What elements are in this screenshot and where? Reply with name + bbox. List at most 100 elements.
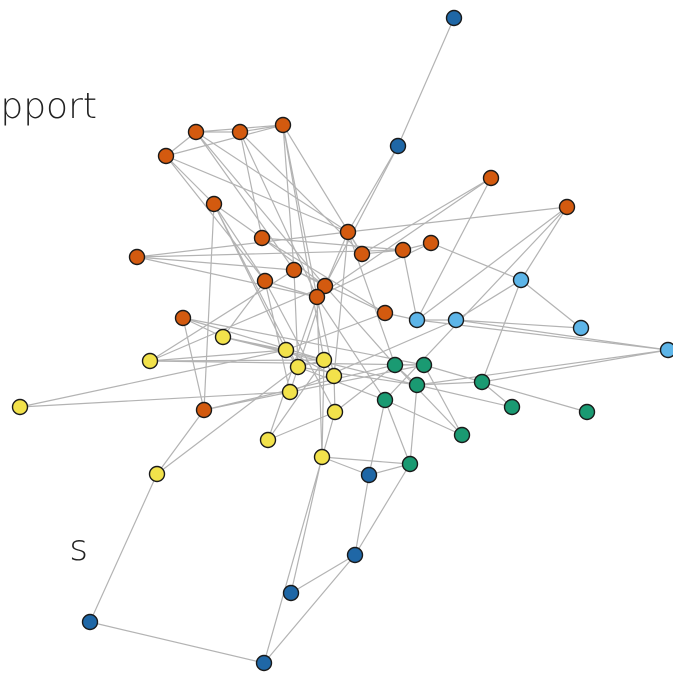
edge: [297, 366, 386, 401]
edge: [149, 360, 425, 366]
edge: [136, 256, 295, 271]
node: [376, 391, 394, 409]
node: [285, 261, 303, 279]
edge: [316, 296, 386, 401]
edge: [347, 206, 568, 233]
cropped-text: s: [69, 528, 88, 569]
node: [408, 376, 426, 394]
edge: [195, 131, 295, 271]
edge: [285, 312, 386, 351]
edge: [423, 364, 483, 383]
edge: [213, 203, 299, 368]
node: [256, 272, 274, 290]
node: [289, 358, 307, 376]
node: [376, 304, 394, 322]
edge: [293, 269, 386, 314]
node: [316, 277, 334, 295]
node: [11, 398, 29, 416]
node: [408, 311, 426, 329]
node: [346, 546, 364, 564]
node: [308, 288, 326, 306]
edge: [520, 206, 568, 281]
node: [326, 403, 344, 421]
node: [353, 245, 371, 263]
edge: [165, 155, 349, 233]
node: [259, 431, 277, 449]
node: [128, 248, 146, 266]
edge: [195, 131, 326, 287]
nodes: [11, 9, 673, 672]
edge: [324, 145, 399, 287]
edge: [455, 279, 522, 321]
node: [415, 356, 433, 374]
edge: [481, 279, 522, 383]
node: [447, 311, 465, 329]
edge: [402, 249, 418, 321]
edge: [282, 124, 295, 271]
edge: [409, 384, 418, 465]
edge: [156, 366, 299, 475]
node: [281, 383, 299, 401]
edge: [195, 131, 349, 233]
node: [386, 356, 404, 374]
edge: [263, 554, 356, 664]
edge: [416, 384, 513, 408]
node: [401, 455, 419, 473]
node: [253, 229, 271, 247]
edge: [354, 463, 411, 556]
node: [473, 373, 491, 391]
edge: [416, 381, 483, 386]
edge: [290, 456, 323, 594]
edge: [416, 349, 669, 386]
edge: [289, 319, 457, 393]
edge: [361, 177, 492, 255]
edge: [394, 364, 463, 436]
node: [512, 271, 530, 289]
node: [157, 147, 175, 165]
edge: [239, 131, 318, 298]
node: [578, 403, 596, 421]
edge: [182, 317, 425, 366]
edge: [321, 456, 411, 465]
node: [214, 328, 232, 346]
edge: [416, 206, 568, 321]
node: [81, 613, 99, 631]
node: [453, 426, 471, 444]
edge: [239, 131, 263, 239]
node: [389, 137, 407, 155]
edge: [481, 381, 588, 413]
node: [195, 401, 213, 419]
node: [445, 9, 463, 27]
edge: [520, 279, 582, 329]
edge: [334, 364, 396, 413]
node: [148, 465, 166, 483]
node: [282, 584, 300, 602]
node: [360, 466, 378, 484]
node: [482, 169, 500, 187]
edge: [203, 203, 215, 411]
edge: [267, 359, 325, 441]
edge: [156, 409, 205, 475]
edge: [89, 473, 158, 623]
cropped-text: pport: [0, 86, 97, 127]
node: [274, 116, 292, 134]
edge: [19, 391, 291, 408]
edge: [430, 242, 522, 281]
edge: [455, 319, 669, 351]
edge: [316, 242, 432, 298]
edge: [321, 359, 325, 458]
node: [205, 195, 223, 213]
edge: [423, 364, 463, 436]
node: [339, 223, 357, 241]
edge: [368, 399, 386, 476]
edge: [290, 554, 356, 594]
edge: [136, 256, 318, 298]
edge: [347, 145, 399, 233]
edge: [354, 474, 370, 556]
node: [313, 448, 331, 466]
edge: [316, 177, 492, 298]
edges: [19, 17, 669, 664]
edge: [324, 231, 349, 287]
edge: [384, 206, 568, 401]
